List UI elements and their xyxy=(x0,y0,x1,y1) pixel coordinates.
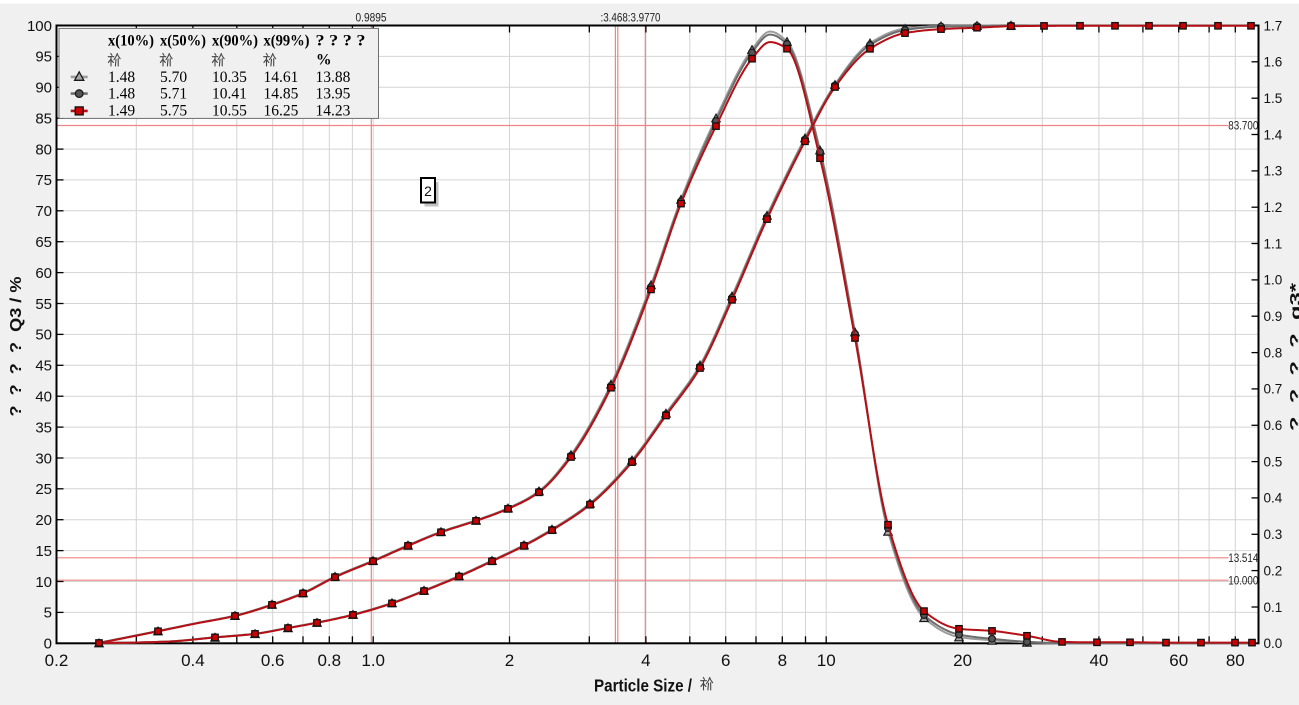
svg-text:0: 0 xyxy=(44,636,52,653)
svg-text:1.5: 1.5 xyxy=(1264,91,1283,106)
svg-text:14.23: 14.23 xyxy=(316,102,351,119)
svg-text:100: 100 xyxy=(27,18,52,35)
svg-text:65: 65 xyxy=(35,234,52,251)
svg-text:5.70: 5.70 xyxy=(160,69,187,86)
svg-text:1.2: 1.2 xyxy=(1264,200,1283,215)
svg-text:25: 25 xyxy=(35,481,52,498)
svg-text:0.0: 0.0 xyxy=(1264,636,1283,651)
svg-text:1.48: 1.48 xyxy=(108,69,135,86)
svg-text:20: 20 xyxy=(35,512,52,529)
svg-text:? ? ? ? Q3 / %: ? ? ? ? Q3 / % xyxy=(8,277,25,417)
svg-text:1.0: 1.0 xyxy=(361,651,385,670)
svg-text:0.7: 0.7 xyxy=(1264,382,1283,397)
svg-text:8: 8 xyxy=(778,651,787,670)
svg-text:2: 2 xyxy=(424,183,432,199)
svg-text:10.35: 10.35 xyxy=(212,69,247,86)
svg-text:60: 60 xyxy=(35,265,52,282)
svg-text:80: 80 xyxy=(35,141,52,158)
svg-text:0.8: 0.8 xyxy=(1264,345,1283,360)
svg-text:0.9: 0.9 xyxy=(1264,309,1283,324)
svg-text:5: 5 xyxy=(44,605,52,622)
svg-text:1.1: 1.1 xyxy=(1264,236,1283,251)
svg-text:x(99%): x(99%) xyxy=(264,33,310,50)
svg-text:13.95: 13.95 xyxy=(316,86,351,103)
svg-text:1.3: 1.3 xyxy=(1264,164,1283,179)
svg-text:10: 10 xyxy=(817,651,836,670)
svg-text:1.4: 1.4 xyxy=(1264,127,1283,142)
svg-text:14.85: 14.85 xyxy=(264,86,299,103)
svg-text:0.9895: 0.9895 xyxy=(356,11,387,25)
svg-text:? ? ? ?: ? ? ? ? xyxy=(316,33,366,50)
svg-text:85: 85 xyxy=(35,111,52,128)
svg-text:40: 40 xyxy=(35,389,52,406)
svg-text:1.48: 1.48 xyxy=(108,86,135,103)
svg-text:0.6: 0.6 xyxy=(261,651,285,670)
svg-text:16.25: 16.25 xyxy=(264,102,299,119)
svg-text:2: 2 xyxy=(505,651,514,670)
svg-text:55: 55 xyxy=(35,296,52,313)
svg-text:75: 75 xyxy=(35,172,52,189)
svg-text:0.1: 0.1 xyxy=(1264,600,1283,615)
svg-text:x(90%): x(90%) xyxy=(212,33,258,50)
svg-text:0.2: 0.2 xyxy=(1264,563,1283,578)
svg-text:Particle Size /: Particle Size / xyxy=(594,676,692,696)
svg-text:13.514: 13.514 xyxy=(1228,551,1258,565)
svg-text:10.000: 10.000 xyxy=(1228,574,1258,588)
svg-text:0.4: 0.4 xyxy=(1264,491,1283,506)
svg-text:1.6: 1.6 xyxy=(1264,55,1283,70)
svg-text:60: 60 xyxy=(1169,651,1188,670)
svg-text:90: 90 xyxy=(35,80,52,97)
svg-text:1.49: 1.49 xyxy=(108,102,135,119)
svg-text:20: 20 xyxy=(953,651,972,670)
svg-text:0.3: 0.3 xyxy=(1264,527,1283,542)
svg-text:0.8: 0.8 xyxy=(317,651,341,670)
svg-text:70: 70 xyxy=(35,203,52,220)
svg-text:6: 6 xyxy=(721,651,730,670)
svg-text:50: 50 xyxy=(35,327,52,344)
svg-text:5.75: 5.75 xyxy=(160,102,187,119)
svg-text:10.55: 10.55 xyxy=(212,102,247,119)
svg-text:35: 35 xyxy=(35,419,52,436)
svg-text:1.0: 1.0 xyxy=(1264,273,1283,288)
svg-text:5.71: 5.71 xyxy=(160,86,187,103)
svg-text:30: 30 xyxy=(35,450,52,467)
svg-text:45: 45 xyxy=(35,358,52,375)
svg-text:95: 95 xyxy=(35,49,52,66)
svg-text:10.41: 10.41 xyxy=(212,86,247,103)
svg-text::3.468:3.9770: :3.468:3.9770 xyxy=(601,11,661,25)
svg-text:0.4: 0.4 xyxy=(181,651,205,670)
svg-text:15: 15 xyxy=(35,543,52,560)
svg-text:0.2: 0.2 xyxy=(45,651,69,670)
svg-text:x(10%): x(10%) xyxy=(108,33,154,50)
svg-text:13.88: 13.88 xyxy=(316,69,351,86)
svg-text:? ? ? ? q3*: ? ? ? ? q3* xyxy=(1288,282,1299,431)
svg-text:%: % xyxy=(316,52,332,69)
svg-text:83.700: 83.700 xyxy=(1228,119,1258,133)
svg-text:80: 80 xyxy=(1226,651,1245,670)
svg-text:0.6: 0.6 xyxy=(1264,418,1283,433)
svg-text:40: 40 xyxy=(1089,651,1108,670)
svg-text:10: 10 xyxy=(35,574,52,591)
svg-text:14.61: 14.61 xyxy=(264,69,299,86)
svg-text:x(50%): x(50%) xyxy=(160,33,206,50)
svg-text:0.5: 0.5 xyxy=(1264,454,1283,469)
svg-text:1.7: 1.7 xyxy=(1264,18,1283,33)
svg-text:4: 4 xyxy=(641,651,650,670)
